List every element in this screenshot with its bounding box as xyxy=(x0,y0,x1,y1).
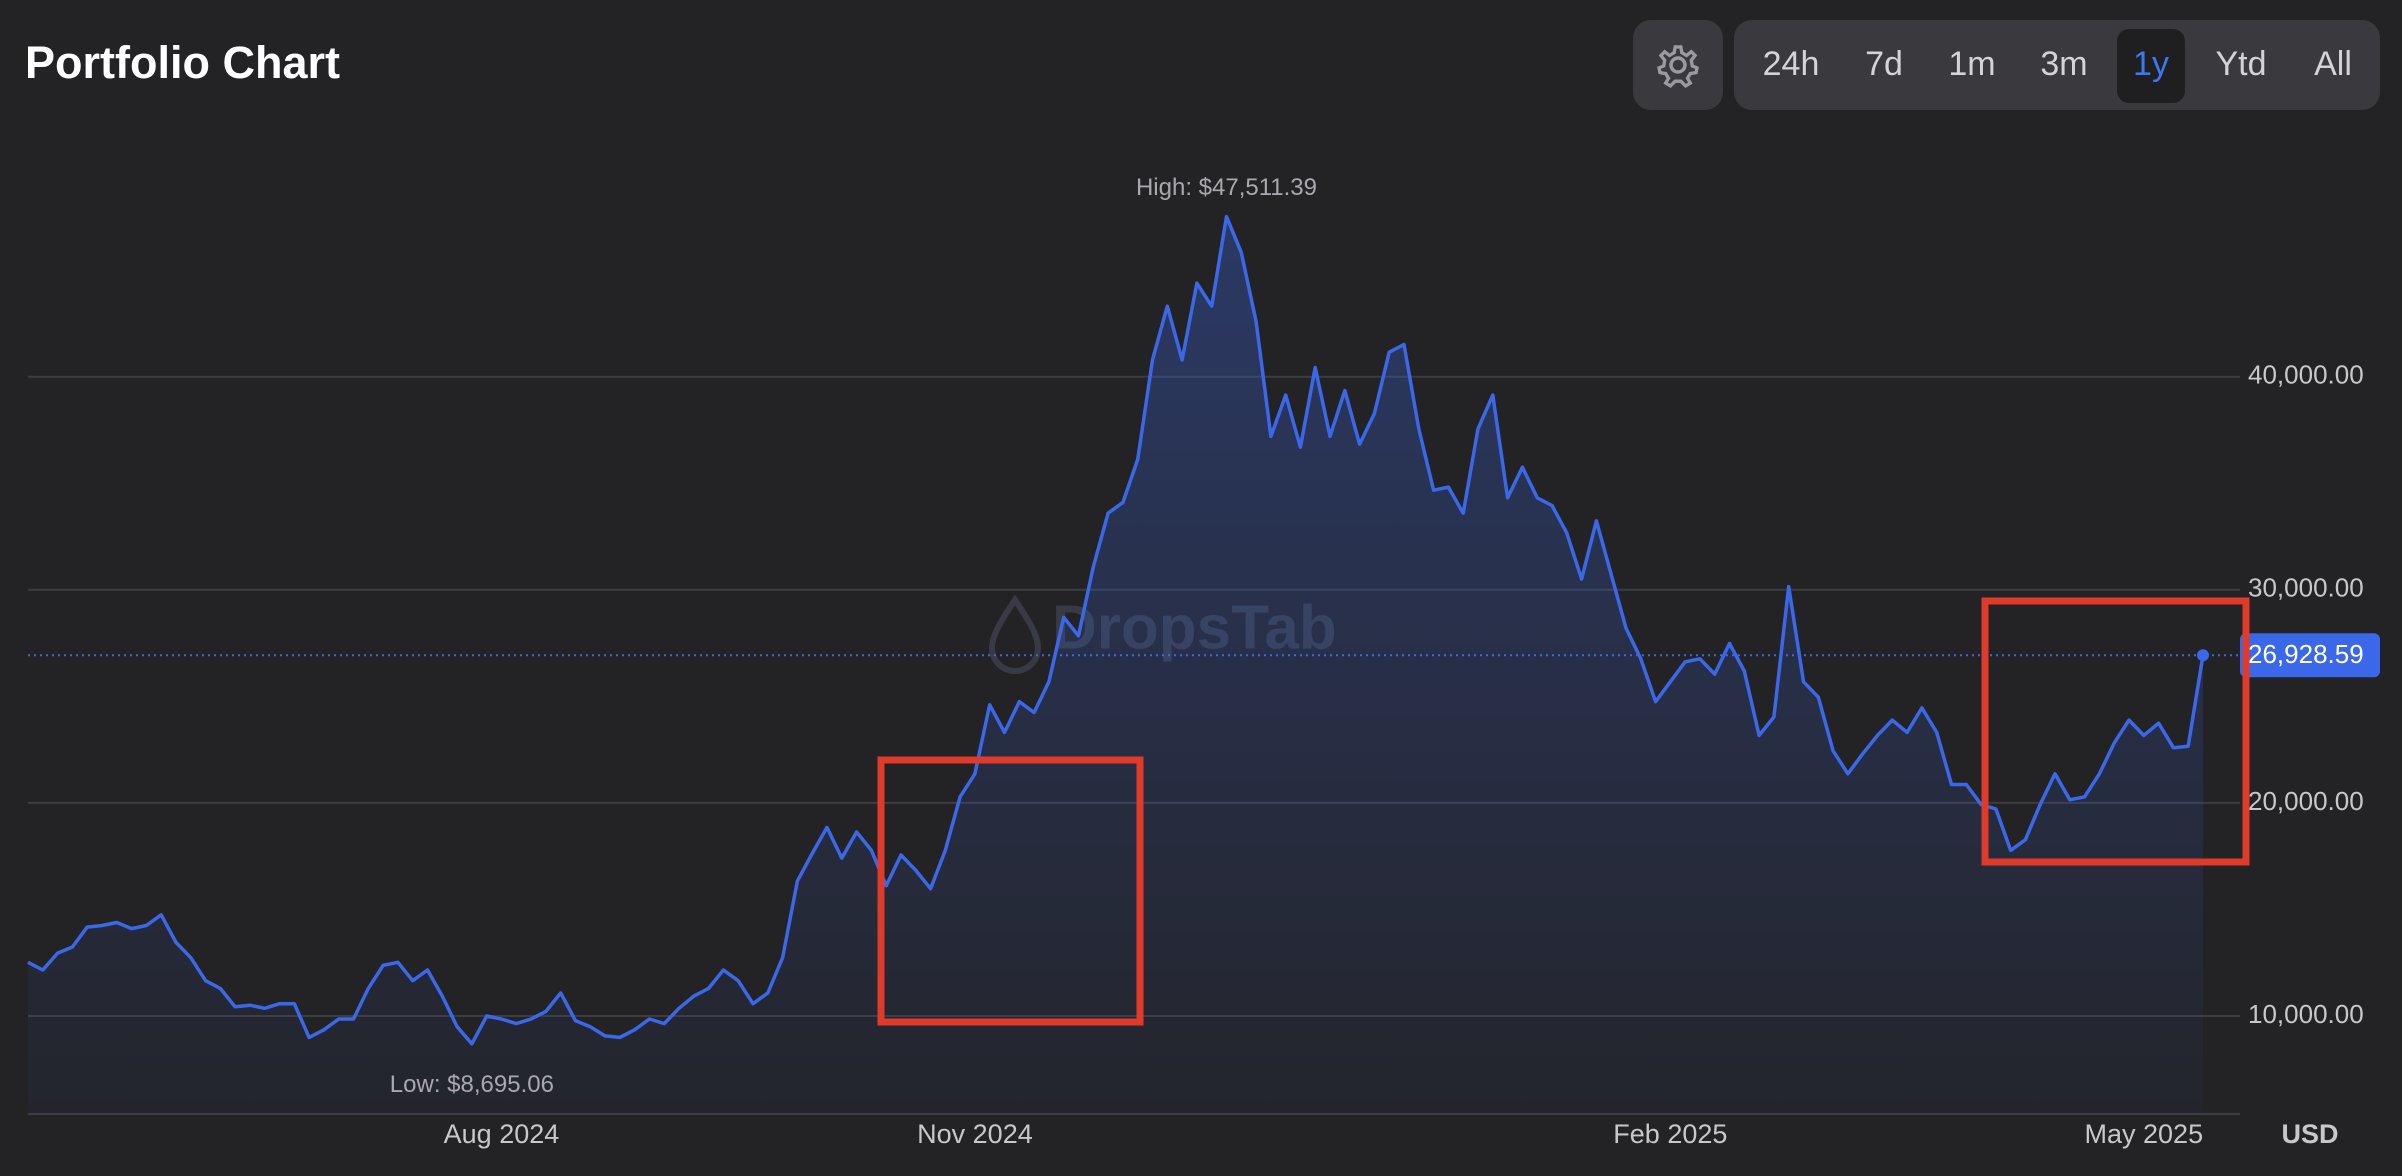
range-button[interactable]: All xyxy=(2314,45,2352,83)
range-button[interactable]: 1m xyxy=(1948,45,1995,83)
low-label: Low: $8,695.06 xyxy=(390,1071,554,1098)
x-tick-label: May 2025 xyxy=(2085,1119,2204,1149)
range-button[interactable]: Ytd xyxy=(2215,45,2266,83)
y-tick-label: 40,000.00 xyxy=(2248,360,2364,390)
range-button[interactable]: 3m xyxy=(2040,45,2087,83)
current-point xyxy=(2197,649,2209,662)
range-button[interactable]: 24h xyxy=(1763,45,1820,83)
area xyxy=(28,216,2203,1115)
currency-label: USD xyxy=(2281,1119,2338,1149)
high-label: High: $47,511.39 xyxy=(1136,174,1317,201)
range-button[interactable]: 7d xyxy=(1865,45,1903,83)
gear-icon[interactable] xyxy=(1657,45,1699,88)
range-group xyxy=(1734,20,2380,110)
page-title: Portfolio Chart xyxy=(25,37,340,88)
watermark-icon xyxy=(988,594,1042,674)
current-value-tag xyxy=(2240,633,2380,678)
y-tick-label: 20,000.00 xyxy=(2248,786,2364,816)
price-line xyxy=(27,214,2205,1046)
y-tick-label: 10,000.00 xyxy=(2248,999,2364,1029)
settings-bg[interactable] xyxy=(1633,20,1723,110)
range-active-bg[interactable] xyxy=(2117,29,2185,103)
settings-button[interactable] xyxy=(1633,20,1723,110)
x-tick-label: Nov 2024 xyxy=(917,1119,1033,1149)
x-tick-label: Aug 2024 xyxy=(444,1119,560,1149)
value-label: 26,928.59 xyxy=(2248,639,2364,669)
highlight-box xyxy=(877,756,1144,1026)
y-tick-label: 30,000.00 xyxy=(2248,573,2364,603)
x-tick-label: Feb 2025 xyxy=(1613,1119,1727,1149)
range-button[interactable]: 1y xyxy=(2133,45,2169,83)
highlight-box xyxy=(1981,597,2250,866)
